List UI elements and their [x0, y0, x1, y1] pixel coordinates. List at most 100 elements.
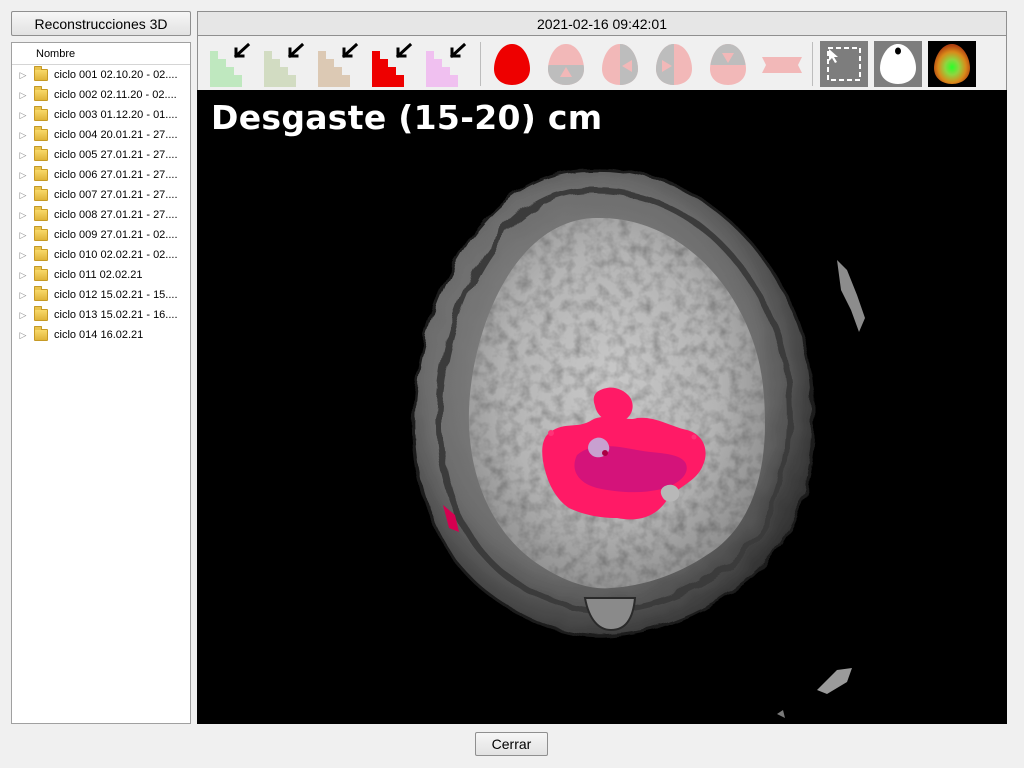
- layer-10-15-button[interactable]: [316, 41, 364, 87]
- egg-top-segment-icon: [710, 44, 746, 85]
- ladle-spout: [583, 597, 637, 632]
- folder-icon: [34, 246, 48, 261]
- tree-item-label: ciclo 007 27.01.21 - 27....: [54, 189, 178, 201]
- layer-stair-green-icon: [210, 42, 251, 87]
- tree-item-label: ciclo 008 27.01.21 - 27....: [54, 209, 178, 221]
- close-button[interactable]: Cerrar: [475, 732, 548, 756]
- tree-item[interactable]: ▷ ciclo 005 27.01.21 - 27....: [12, 145, 190, 165]
- cycle-tree[interactable]: Nombre ▷ ciclo 001 02.10.20 - 02.... ▷ cicl…: [11, 42, 191, 724]
- view-left-button[interactable]: [596, 41, 644, 87]
- debris-fragment: [817, 668, 852, 694]
- tree-item-label: ciclo 012 15.02.21 - 15....: [54, 289, 178, 301]
- tree-item-label: ciclo 005 27.01.21 - 27....: [54, 149, 178, 161]
- close-button-label: Cerrar: [491, 736, 532, 752]
- tree-item[interactable]: ▷ ciclo 013 15.02.21 - 16....: [12, 305, 190, 325]
- layer-stair-pink-icon: [426, 42, 467, 87]
- view-top-button[interactable]: [542, 41, 590, 87]
- folder-icon: [34, 126, 48, 141]
- tree-item-label: ciclo 014 16.02.21: [54, 329, 144, 341]
- tree-column-header-label: Nombre: [36, 47, 76, 60]
- tree-item[interactable]: ▷ ciclo 009 27.01.21 - 02....: [12, 225, 190, 245]
- folder-icon: [34, 206, 48, 221]
- select-region-button[interactable]: [820, 41, 868, 87]
- view-full-button[interactable]: [488, 41, 536, 87]
- expand-arrow-icon[interactable]: ▷: [19, 109, 27, 120]
- 3d-viewport[interactable]: Desgaste (15-20) cm: [197, 90, 1007, 724]
- tree-item-label: ciclo 011 02.02.21: [54, 269, 143, 281]
- tree-item-label: ciclo 010 02.02.21 - 02....: [54, 249, 178, 261]
- tree-item-label: ciclo 002 02.11.20 - 02....: [54, 89, 177, 101]
- debris-fragment: [837, 260, 865, 332]
- folder-icon: [34, 186, 48, 201]
- layer-15-20-button[interactable]: [370, 41, 418, 87]
- expand-arrow-icon[interactable]: ▷: [19, 89, 27, 100]
- layer-0-5-button[interactable]: [208, 41, 256, 87]
- tree-item-label: ciclo 009 27.01.21 - 02....: [54, 229, 178, 241]
- tree-item[interactable]: ▷ ciclo 008 27.01.21 - 27....: [12, 205, 190, 225]
- tree-item[interactable]: ▷ ciclo 003 01.12.20 - 01....: [12, 105, 190, 125]
- folder-icon: [34, 106, 48, 121]
- expand-arrow-icon[interactable]: ▷: [19, 289, 27, 300]
- layer-5-10-button[interactable]: [262, 41, 310, 87]
- expand-arrow-icon[interactable]: ▷: [19, 149, 27, 160]
- tree-item-label: ciclo 003 01.12.20 - 01....: [54, 109, 178, 121]
- expand-arrow-icon[interactable]: ▷: [19, 129, 27, 140]
- debris-fragment: [777, 710, 785, 718]
- expand-arrow-icon[interactable]: ▷: [19, 309, 27, 320]
- tree-item[interactable]: ▷ ciclo 002 02.11.20 - 02....: [12, 85, 190, 105]
- panel-title-reconstructions: Reconstrucciones 3D: [11, 11, 191, 36]
- tree-item[interactable]: ▷ ciclo 012 15.02.21 - 15....: [12, 285, 190, 305]
- folder-icon: [34, 146, 48, 161]
- folder-icon: [34, 86, 48, 101]
- timestamp-label: 2021-02-16 09:42:01: [537, 15, 667, 32]
- section-strip-icon: [762, 57, 802, 73]
- folder-icon: [34, 166, 48, 181]
- layer-20-plus-button[interactable]: [424, 41, 472, 87]
- folder-icon: [34, 66, 48, 81]
- egg-left-segment-icon: [602, 44, 638, 85]
- toolbar: [197, 36, 1007, 90]
- tree-item[interactable]: ▷ ciclo 007 27.01.21 - 27....: [12, 185, 190, 205]
- tree-item[interactable]: ▷ ciclo 014 16.02.21: [12, 325, 190, 345]
- expand-arrow-icon[interactable]: ▷: [19, 189, 27, 200]
- expand-arrow-icon[interactable]: ▷: [19, 209, 27, 220]
- toolbar-separator: [480, 42, 481, 86]
- folder-icon: [34, 286, 48, 301]
- tree-item[interactable]: ▷ ciclo 010 02.02.21 - 02....: [12, 245, 190, 265]
- expand-arrow-icon[interactable]: ▷: [19, 169, 27, 180]
- tree-item[interactable]: ▷ ciclo 004 20.01.21 - 27....: [12, 125, 190, 145]
- view-bottom-button[interactable]: [704, 41, 752, 87]
- folder-icon: [34, 266, 48, 281]
- heatmap-view-button[interactable]: [928, 41, 976, 87]
- folder-icon: [34, 326, 48, 341]
- tree-item-label: ciclo 013 15.02.21 - 16....: [54, 309, 178, 321]
- view-section-button[interactable]: [758, 41, 806, 87]
- egg-bottom-segment-icon: [548, 44, 584, 85]
- view-right-button[interactable]: [650, 41, 698, 87]
- select-region-icon: [820, 41, 868, 87]
- expand-arrow-icon[interactable]: ▷: [19, 229, 27, 240]
- tree-item[interactable]: ▷ ciclo 011 02.02.21: [12, 265, 190, 285]
- expand-arrow-icon[interactable]: ▷: [19, 269, 27, 280]
- expand-arrow-icon[interactable]: ▷: [19, 249, 27, 260]
- tree-column-header[interactable]: Nombre: [12, 43, 190, 65]
- expand-arrow-icon[interactable]: ▷: [19, 69, 27, 80]
- tree-item-label: ciclo 004 20.01.21 - 27....: [54, 129, 178, 141]
- layer-stair-red-icon: [372, 42, 413, 87]
- expand-arrow-icon[interactable]: ▷: [19, 329, 27, 340]
- tree-item[interactable]: ▷ ciclo 001 02.10.20 - 02....: [12, 65, 190, 85]
- mask-view-button[interactable]: [874, 41, 922, 87]
- folder-icon: [34, 306, 48, 321]
- wear-hotspot: [542, 387, 706, 520]
- folder-icon: [34, 226, 48, 241]
- debris-fragment: [443, 505, 459, 532]
- tree-rows: ▷ ciclo 001 02.10.20 - 02.... ▷ ciclo 002 0…: [12, 65, 190, 345]
- tree-item[interactable]: ▷ ciclo 006 27.01.21 - 27....: [12, 165, 190, 185]
- egg-heatmap-icon: [928, 41, 976, 87]
- egg-right-segment-icon: [656, 44, 692, 85]
- tree-item-label: ciclo 006 27.01.21 - 27....: [54, 169, 178, 181]
- timestamp-bar: 2021-02-16 09:42:01: [197, 11, 1007, 36]
- egg-full-icon: [494, 44, 530, 85]
- layer-stair-tan-icon: [318, 42, 359, 87]
- egg-mask-icon: [874, 41, 922, 87]
